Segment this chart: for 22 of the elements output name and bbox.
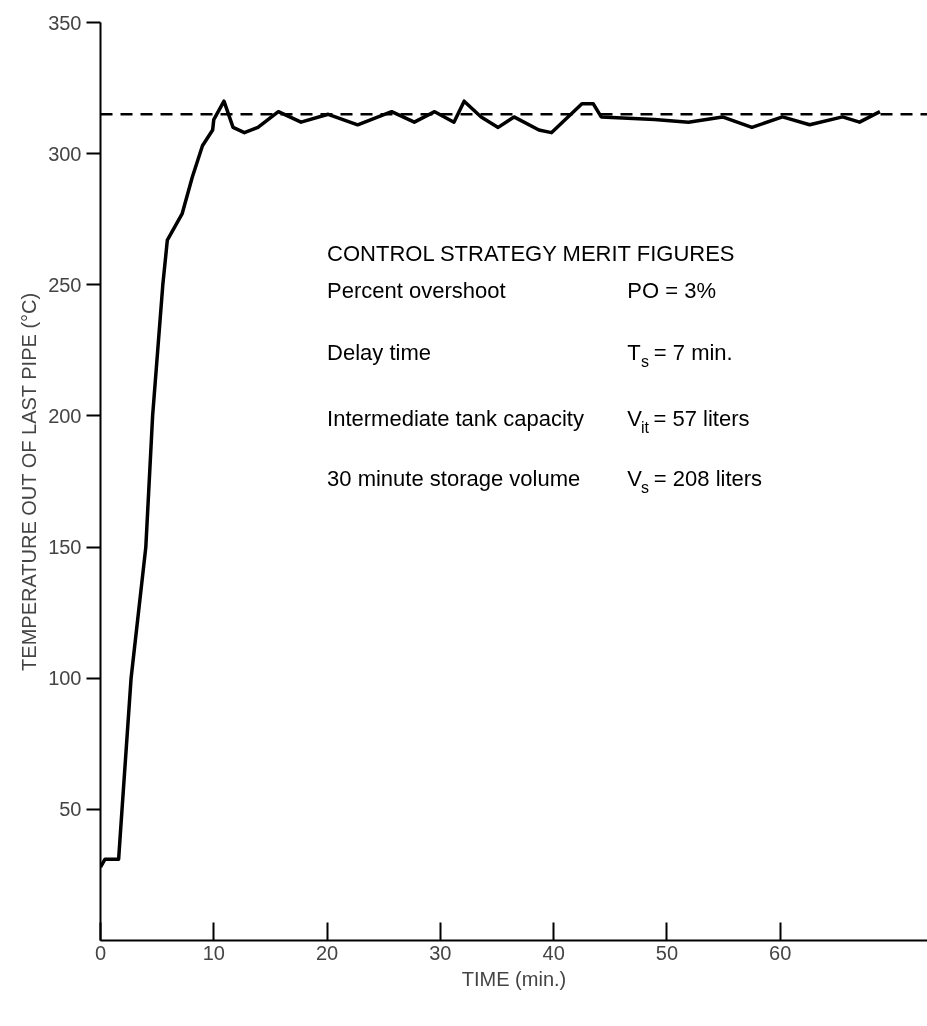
y-tick-label: 250 xyxy=(48,273,82,296)
annotation: Intermediate tank capacity xyxy=(327,406,584,432)
annotation: Delay time xyxy=(327,340,431,366)
x-tick-label: 50 xyxy=(655,941,679,964)
x-tick-label: 40 xyxy=(542,941,565,964)
x-tick-label: 60 xyxy=(769,941,792,964)
y-tick-label: 300 xyxy=(48,142,82,165)
y-tick-label: 100 xyxy=(48,667,82,690)
annotation: PO = 3% xyxy=(627,277,716,303)
y-tick-label: 350 xyxy=(48,11,82,34)
y-tick-label: 150 xyxy=(48,536,82,559)
annotation: Percent overshoot xyxy=(327,277,506,303)
y-tick-label: 50 xyxy=(59,798,82,821)
x-tick-label: 30 xyxy=(429,941,452,964)
x-tick-label: 0 xyxy=(94,941,107,964)
annotation: 30 minute storage volume xyxy=(327,466,581,492)
x-tick-label: 10 xyxy=(202,941,225,964)
y-axis-title: TEMPERATURE OUT OF LAST PIPE (°C) xyxy=(18,292,41,671)
x-tick-label: 20 xyxy=(315,941,339,964)
annotation: CONTROL STRATEGY MERIT FIGURES xyxy=(327,240,735,266)
x-axis-title: TIME (min.) xyxy=(461,967,567,990)
y-tick-label: 200 xyxy=(48,404,82,427)
